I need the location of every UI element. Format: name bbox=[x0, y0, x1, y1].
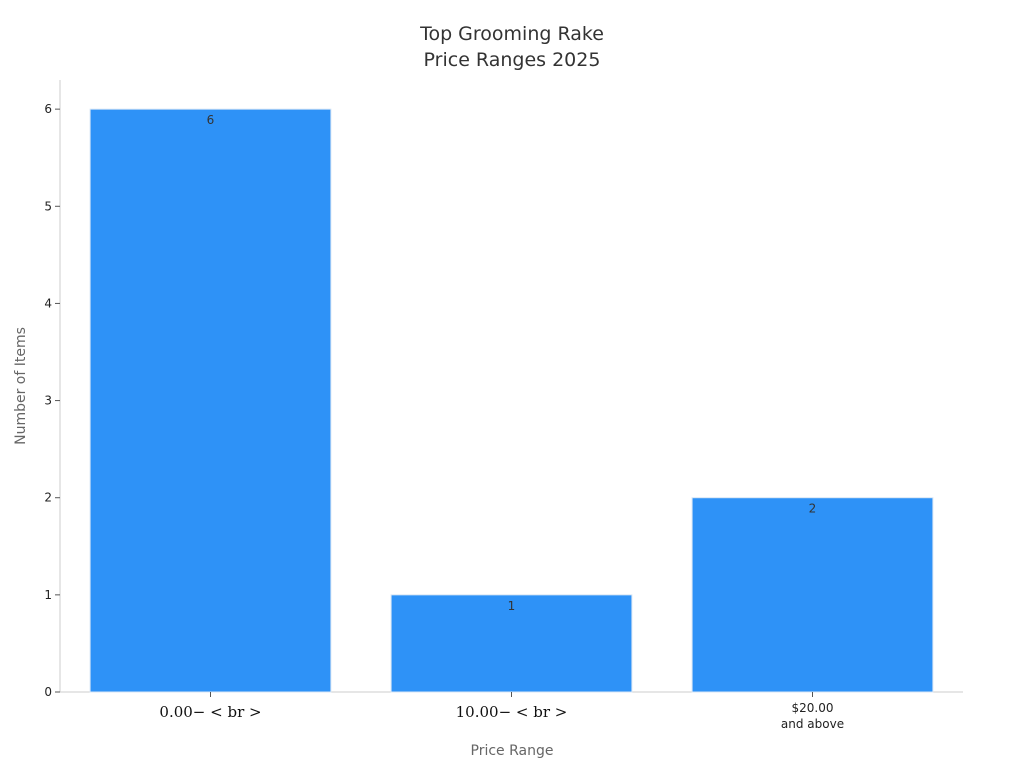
bar[interactable] bbox=[390, 594, 633, 693]
chart-title: Top Grooming Rake Price Ranges 2025 bbox=[419, 23, 604, 71]
chart-title-line-1: Top Grooming Rake bbox=[419, 23, 604, 45]
ticks: 0 1 2 3 4 5 6 0.00− < br > 10.00− < br > $20.00 an… bbox=[44, 102, 844, 731]
bars bbox=[89, 108, 934, 693]
y-tick-label: 1 bbox=[44, 588, 52, 602]
chart-title-line-2: Price Ranges 2025 bbox=[424, 49, 601, 71]
data-label: 2 bbox=[809, 502, 817, 516]
y-tick-label: 3 bbox=[44, 394, 52, 408]
y-tick-label: 2 bbox=[44, 491, 52, 505]
bar[interactable] bbox=[691, 497, 934, 693]
x-tick-label: 0.00− < br > bbox=[159, 703, 261, 721]
x-tick-label: 10.00− < br > bbox=[456, 703, 568, 721]
x-tick-label: $20.00 bbox=[792, 701, 834, 715]
x-axis-title: Price Range bbox=[471, 743, 554, 759]
data-label: 6 bbox=[207, 113, 215, 127]
y-tick-label: 5 bbox=[44, 199, 52, 213]
x-tick-label: and above bbox=[781, 717, 844, 731]
y-tick-label: 0 bbox=[44, 685, 52, 699]
data-labels: 6 1 2 bbox=[207, 113, 817, 613]
data-label: 1 bbox=[508, 599, 516, 613]
y-axis-title: Number of Items bbox=[13, 327, 29, 445]
y-tick-label: 4 bbox=[44, 296, 52, 310]
bar[interactable] bbox=[89, 108, 332, 693]
y-tick-label: 6 bbox=[44, 102, 52, 116]
